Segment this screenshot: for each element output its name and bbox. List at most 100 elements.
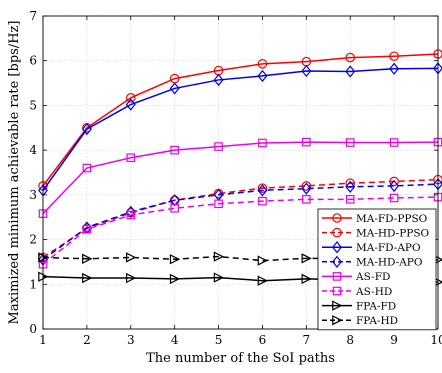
data-point [169,194,180,207]
legend-marker [332,272,342,281]
data-point [126,210,136,220]
legend-label: MA-FD-PPSO [356,213,428,225]
legend-marker [332,227,342,238]
legend-marker [332,255,342,268]
data-point [82,272,93,284]
data-point [389,176,399,187]
data-point [301,253,312,264]
data-point [389,193,399,203]
legend-entry: MA-FD-APO [322,241,421,254]
data-point [169,82,180,95]
series-line [42,53,439,187]
data-point [302,137,311,147]
data-point [170,203,179,213]
data-point [125,205,136,219]
data-point [213,272,225,283]
data-point [389,51,399,62]
data-point [302,195,311,204]
x-tick-label: 9 [390,333,398,347]
series-line [42,67,439,191]
data-point [82,253,93,264]
x-tick-label: 8 [346,333,354,347]
data-point [345,195,355,204]
data-point [257,69,268,83]
x-tick-label: 1 [39,333,47,347]
data-point [213,73,224,87]
legend-label: FPA-FD [356,300,396,312]
legend: MA-FD-PPSO MA-HD-PPSO MA-FD-APO MA-HD-APO AS… [317,208,437,331]
legend-entry: MA-HD-APO [322,255,423,269]
data-point [389,138,399,147]
data-point [345,65,356,78]
data-point [169,273,181,285]
legend-entry: FPA-FD [322,300,396,312]
data-point [125,98,136,111]
series-as-fd [38,137,442,218]
legend-marker [332,213,342,223]
series-line [42,255,438,262]
data-point [257,275,268,286]
x-tick-label: 6 [259,333,267,347]
data-point [389,179,400,193]
data-point [258,196,267,206]
x-tick-label: 5 [215,333,223,347]
data-point [125,252,137,263]
data-point [214,199,223,209]
data-point [257,184,268,197]
data-point [301,182,312,195]
data-point [345,52,356,63]
legend-marker [332,241,342,254]
data-point [345,138,355,147]
data-point [301,64,312,78]
legend-marker [332,286,342,296]
data-point [169,254,181,265]
legend-label: AS-HD [355,286,392,298]
y-tick-label: 7 [29,9,37,23]
legend-box [317,208,437,331]
legend-entry: FPA-HD [322,315,398,327]
data-point [82,163,92,173]
legend-entry: MA-FD-PPSO [322,213,428,225]
data-point [257,255,268,266]
series-line [42,178,439,259]
y-tick-label: 3 [29,188,37,202]
series-ma-fd-apo [38,62,442,197]
x-tick-label: 2 [83,333,91,347]
legend-marker [332,315,343,326]
data-point [301,273,312,285]
data-point [81,122,92,136]
plot-frame [42,15,439,330]
data-point [125,272,137,284]
data-point [257,59,268,69]
x-tick-label: 3 [127,333,135,347]
y-tick-label: 5 [29,98,37,112]
legend-entry: AS-FD [322,271,390,283]
x-tick-label: 7 [303,333,311,347]
y-tick-label: 1 [29,277,37,291]
series-line [42,141,439,215]
data-point [257,183,268,193]
series-ma-fd-ppso [38,49,442,191]
x-tick-label: 10 [430,333,442,347]
legend-label: AS-FD [355,271,390,283]
y-axis-label: Maximized minimum achievable rate [bps/H… [7,21,22,325]
series-line [42,183,439,261]
legend-label: MA-HD-PPSO [356,227,430,239]
series-line [42,196,439,265]
data-point [82,224,92,234]
legend-label: MA-HD-APO [356,257,423,269]
data-point [389,62,400,75]
y-tick-label: 0 [29,322,37,336]
legend-entry: MA-HD-PPSO [322,227,430,239]
data-point [258,138,267,148]
y-tick-label: 4 [29,143,37,157]
legend-label: FPA-HD [356,315,398,327]
legend-marker [332,300,343,311]
data-point [170,145,179,155]
data-point [345,180,356,193]
x-axis-label: The number of the SoI paths [146,351,335,366]
data-point [125,93,136,103]
data-point [214,142,223,151]
